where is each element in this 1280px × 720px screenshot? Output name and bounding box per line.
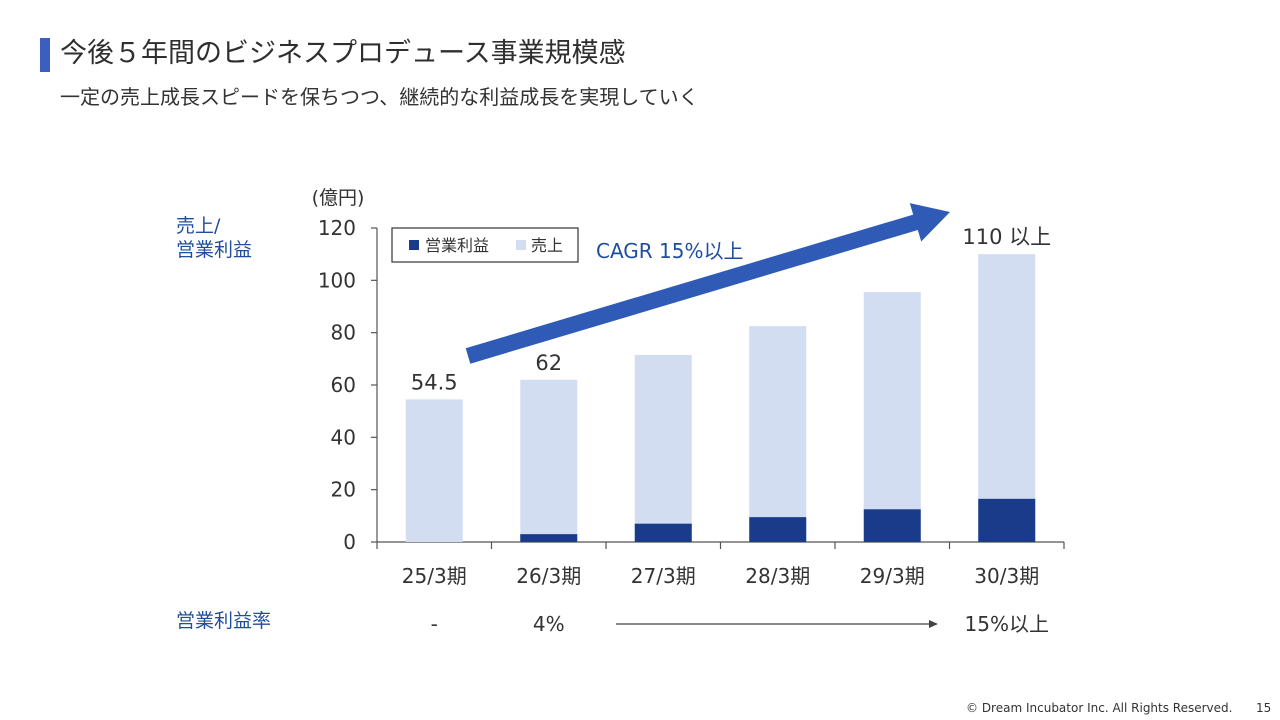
x-tick-label: 28/3期: [745, 564, 810, 588]
copyright-text: © Dream Incubator Inc. All Rights Reserv…: [966, 701, 1233, 715]
y-tick-label: 40: [331, 425, 356, 449]
bar-sales: [863, 292, 921, 542]
bar-operating-profit: [520, 534, 578, 542]
margin-value: -: [431, 612, 438, 636]
margin-row-label: 営業利益率: [176, 610, 271, 632]
page-title: 今後５年間のビジネスプロデュース事業規模感: [60, 38, 626, 69]
y-tick-label: 80: [331, 321, 356, 345]
x-tick-label: 30/3期: [974, 564, 1039, 588]
y-tick-label: 20: [331, 478, 356, 502]
unit-label: (億円): [312, 187, 365, 209]
legend-label-operating-profit: 営業利益: [425, 236, 489, 255]
x-tick-label: 26/3期: [516, 564, 581, 588]
y-tick-label: 120: [318, 216, 356, 240]
bar-total-label: 62: [535, 351, 562, 375]
bar-total-label: 54.5: [411, 370, 458, 394]
bar-operating-profit: [749, 517, 807, 542]
y-tick-label: 0: [343, 530, 356, 554]
legend-swatch-operating-profit: [409, 240, 419, 250]
bar-sales: [520, 379, 578, 542]
cagr-annotation: CAGR 15%以上: [596, 239, 744, 263]
bar-operating-profit: [634, 523, 692, 542]
bar-sales: [634, 354, 692, 542]
x-tick-label: 29/3期: [860, 564, 925, 588]
margin-trend-arrowhead: [929, 620, 938, 628]
margin-value: 4%: [533, 612, 565, 636]
y-tick-label: 100: [318, 268, 356, 292]
margin-value: 15%以上: [965, 612, 1049, 636]
bar-sales: [405, 399, 463, 542]
bar-sales: [749, 326, 807, 542]
y-tick-label: 60: [331, 373, 356, 397]
x-tick-label: 27/3期: [631, 564, 696, 588]
legend-label-sales: 売上: [531, 236, 563, 255]
page-number: 15: [1256, 701, 1272, 715]
page-subtitle: 一定の売上成長スピードを保ちつつ、継続的な利益成長を実現していく: [60, 85, 699, 109]
bar-operating-profit: [978, 498, 1036, 542]
bar-total-label: 110 以上: [962, 225, 1051, 249]
y-axis-label: 売上/営業利益: [176, 215, 252, 261]
bar-operating-profit: [863, 509, 921, 542]
legend-box: [391, 227, 579, 263]
title-accent-bar: [40, 38, 50, 72]
bar-sales: [978, 254, 1036, 542]
cagr-trend-arrow: [465, 203, 950, 364]
x-tick-label: 25/3期: [402, 564, 467, 588]
legend-swatch-sales: [516, 240, 526, 250]
